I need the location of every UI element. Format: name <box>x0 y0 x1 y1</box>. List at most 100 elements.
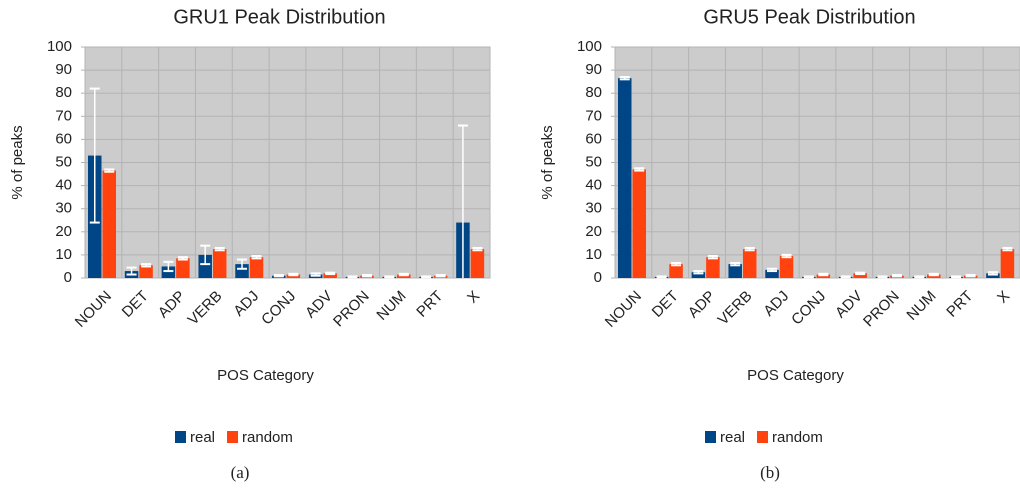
y-tick-label: 40 <box>585 177 602 194</box>
error-bar <box>472 246 483 252</box>
y-tick-label: 90 <box>55 61 72 78</box>
bar <box>1000 249 1015 278</box>
bar <box>632 169 646 278</box>
error-bar <box>707 255 718 260</box>
bar <box>816 274 831 278</box>
error-bar <box>126 266 137 276</box>
error-bar <box>200 244 211 266</box>
bar <box>286 274 301 278</box>
legend-label: random <box>772 429 823 446</box>
bar <box>618 78 632 278</box>
error-bar <box>767 267 778 273</box>
error-bar <box>877 275 888 279</box>
error-bar <box>855 271 866 276</box>
bar <box>691 272 706 278</box>
error-bar <box>104 168 115 173</box>
y-tick-label: 20 <box>585 223 602 240</box>
bar <box>853 273 867 278</box>
error-bar <box>891 273 902 278</box>
bar <box>470 249 485 278</box>
x-tick-label: NOUN <box>72 288 115 331</box>
bar <box>176 258 190 278</box>
legend-label: random <box>242 429 293 446</box>
chart: GRU5 Peak Distribution 0 10 20 30 40 50 60 70 80 9… <box>539 6 1020 482</box>
error-bar <box>361 273 372 278</box>
y-tick-label: 60 <box>585 130 602 147</box>
error-bar <box>840 275 851 279</box>
error-bar <box>310 272 321 277</box>
y-tick-label: 90 <box>585 61 602 78</box>
bar <box>706 257 720 278</box>
y-tick-label: 80 <box>55 84 72 101</box>
bar <box>742 249 757 278</box>
error-bar <box>914 275 925 279</box>
chart-title: GRU1 Peak Distribution <box>173 6 385 28</box>
bar <box>212 249 227 278</box>
bar <box>986 273 1000 278</box>
error-bar <box>781 253 792 259</box>
x-tick-label: PRON <box>860 288 903 331</box>
x-tick-label: NUM <box>373 288 409 324</box>
error-bar <box>744 246 755 252</box>
legend-swatch <box>227 431 239 443</box>
x-tick-label: VERB <box>715 288 756 329</box>
error-bar <box>656 275 667 279</box>
y-tick-label: 100 <box>577 38 602 55</box>
error-bar <box>987 271 998 276</box>
error-bar <box>803 275 814 279</box>
x-tick-label: ADJ <box>230 288 262 320</box>
legend-swatch <box>757 431 769 443</box>
x-tick-label: VERB <box>185 288 226 329</box>
error-bar <box>163 260 174 273</box>
bar <box>235 264 249 278</box>
y-tick-label: 70 <box>55 107 72 124</box>
legend-label: real <box>720 429 745 446</box>
bar <box>779 256 794 278</box>
bar <box>102 170 116 278</box>
error-bar <box>251 255 262 260</box>
bar <box>249 257 264 278</box>
y-tick-label: 0 <box>64 269 72 286</box>
error-bar <box>177 256 188 261</box>
x-tick-label: CONJ <box>258 288 299 329</box>
error-bar <box>693 270 704 275</box>
y-tick-label: 60 <box>55 130 72 147</box>
y-tick-label: 10 <box>585 246 602 263</box>
error-bar <box>398 272 409 277</box>
error-bar <box>325 271 336 276</box>
error-bar <box>141 263 152 268</box>
y-tick-label: 70 <box>585 107 602 124</box>
error-bar <box>671 261 682 267</box>
chart: GRU1 Peak Distribution 0 10 20 30 40 50 60 70 80 9… <box>9 6 491 482</box>
bar <box>927 274 941 278</box>
x-tick-label: PRT <box>943 288 976 321</box>
y-tick-label: 80 <box>585 84 602 101</box>
error-bar <box>965 273 976 278</box>
error-bar <box>634 167 645 172</box>
error-bar <box>435 273 446 278</box>
y-axis-label: % of peaks <box>9 125 26 199</box>
error-bar <box>214 246 225 252</box>
error-bar <box>384 275 395 279</box>
error-bar <box>288 272 299 277</box>
error-bar <box>818 272 829 277</box>
y-tick-label: 0 <box>594 269 602 286</box>
y-axis-label: % of peaks <box>539 125 556 199</box>
y-tick-label: 100 <box>47 38 72 55</box>
bar <box>669 264 683 278</box>
legend-swatch <box>175 431 186 443</box>
x-tick-label: PRON <box>330 288 373 331</box>
bar <box>161 266 176 278</box>
error-bar <box>730 261 741 267</box>
y-tick-label: 40 <box>55 177 72 194</box>
y-tick-label: 30 <box>55 200 72 217</box>
x-tick-label: DET <box>649 288 682 321</box>
y-tick-label: 50 <box>55 153 72 170</box>
x-axis-label: POS Category <box>747 367 844 384</box>
bar <box>765 269 779 278</box>
y-tick-label: 20 <box>55 223 72 240</box>
caption: (a) <box>231 463 250 482</box>
x-tick-label: ADJ <box>760 288 792 320</box>
x-tick-label: X <box>464 288 483 307</box>
error-bar <box>619 76 630 81</box>
